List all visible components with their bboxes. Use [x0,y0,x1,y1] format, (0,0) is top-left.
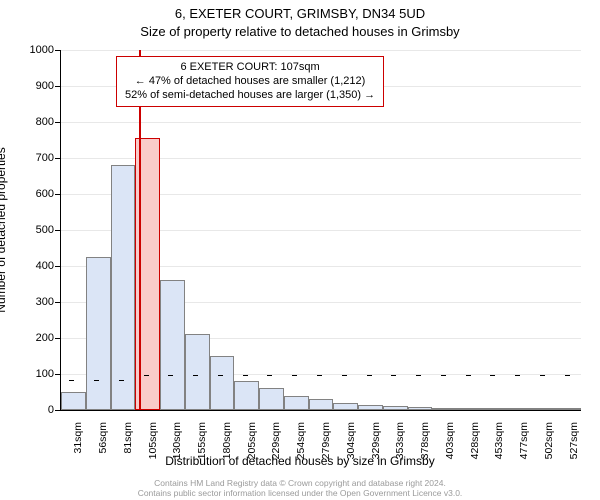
x-tick: 477sqm [518,377,530,418]
y-tick: 800 [4,116,54,128]
x-tick: 329sqm [370,377,382,418]
footer-line-1: Contains HM Land Registry data © Crown c… [0,478,600,488]
x-tick: 254sqm [295,377,307,418]
x-tick: 229sqm [270,377,282,418]
y-tick: 500 [4,224,54,236]
y-tick: 200 [4,332,54,344]
annotation-line-1: 6 EXETER COURT: 107sqm [125,61,375,75]
x-tick: 31sqm [72,382,84,418]
x-tick: 502sqm [543,377,555,418]
y-tick: 900 [4,80,54,92]
y-tick: 300 [4,296,54,308]
y-tick: 0 [4,404,54,416]
x-tick: 81sqm [122,382,134,418]
x-tick: 279sqm [320,377,332,418]
annotation-box: 6 EXETER COURT: 107sqm ← 47% of detached… [116,56,384,107]
x-tick: 353sqm [394,377,406,418]
footer: Contains HM Land Registry data © Crown c… [0,478,600,498]
chart-title-main: 6, EXETER COURT, GRIMSBY, DN34 5UD [0,6,600,21]
x-tick: 428sqm [469,377,481,418]
x-tick: 56sqm [97,382,109,418]
x-tick: 527sqm [568,377,580,418]
x-tick: 453sqm [493,377,505,418]
histogram-bar [111,165,136,410]
chart-title-sub: Size of property relative to detached ho… [0,24,600,39]
y-tick: 400 [4,260,54,272]
chart-stage: 6, EXETER COURT, GRIMSBY, DN34 5UD Size … [0,0,600,500]
annotation-line-3: 52% of semi-detached houses are larger (… [125,89,375,103]
x-tick: 155sqm [196,377,208,418]
x-tick: 130sqm [171,377,183,418]
x-tick: 403sqm [444,377,456,418]
x-tick: 180sqm [221,377,233,418]
y-tick: 700 [4,152,54,164]
y-tick: 600 [4,188,54,200]
y-tick: 1000 [4,44,54,56]
x-tick: 304sqm [345,377,357,418]
x-tick: 205sqm [246,377,258,418]
x-tick: 105sqm [147,377,159,418]
x-tick: 378sqm [419,377,431,418]
annotation-line-2: ← 47% of detached houses are smaller (1,… [125,75,375,89]
y-tick: 100 [4,368,54,380]
x-axis-label: Distribution of detached houses by size … [0,454,600,468]
footer-line-2: Contains public sector information licen… [0,488,600,498]
